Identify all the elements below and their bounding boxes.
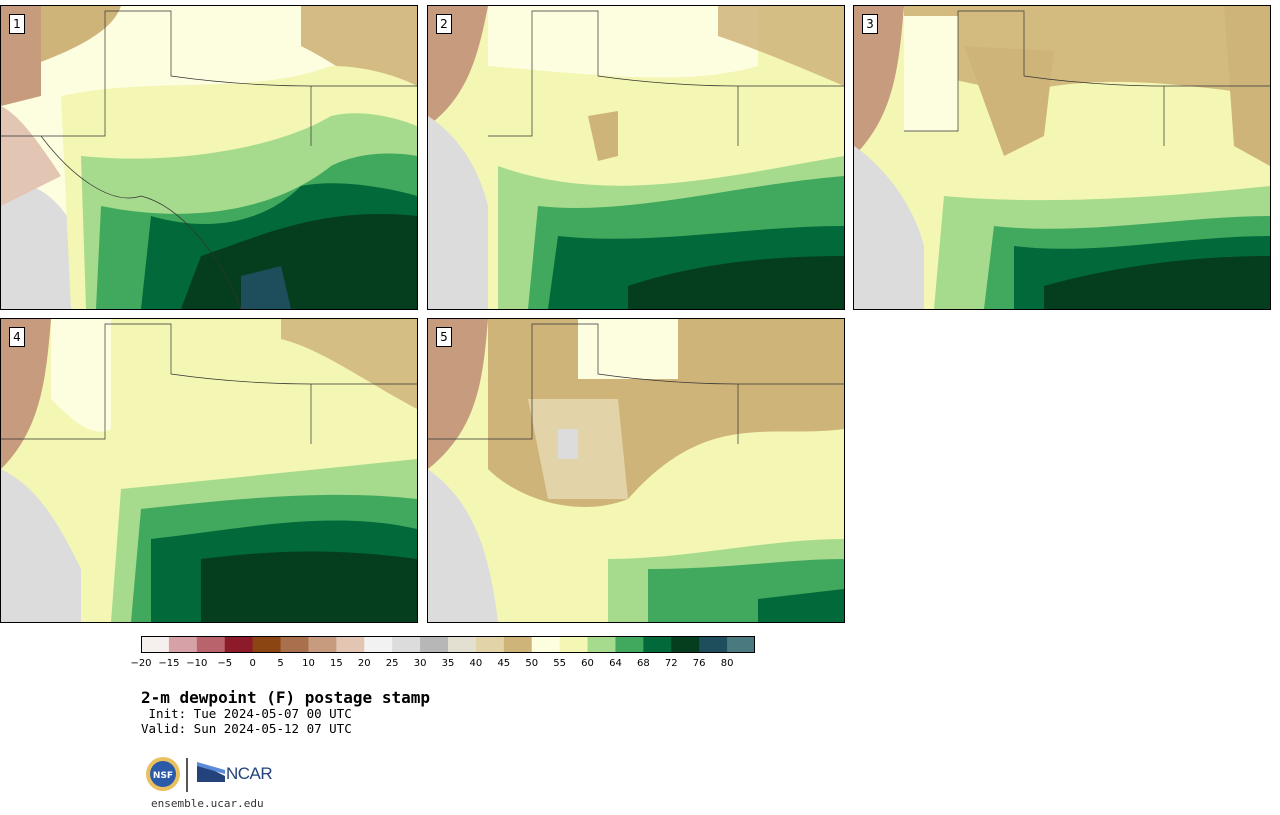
map-image [1,6,417,309]
colorbar-swatch [615,636,644,653]
nsf-logo-text: NSF [153,771,173,781]
panel-label: 5 [436,327,452,347]
colorbar-tick-label: 15 [329,658,343,669]
map-image [428,6,844,309]
panel-label: 4 [9,327,25,347]
map-image [428,319,844,622]
map-panel-4: 4 [0,318,418,623]
init-time: Init: Tue 2024-05-07 00 UTC [141,706,352,721]
map-panel-1: 1 [0,5,418,310]
colorbar [141,636,755,653]
colorbar-tick-label: 68 [636,658,650,669]
panel-label: 2 [436,14,452,34]
colorbar-tick-label: −15 [158,658,180,669]
colorbar-swatch [280,636,309,653]
colorbar-tick-label: 72 [664,658,678,669]
colorbar-swatch [252,636,282,653]
colorbar-tick-label: −10 [186,658,208,669]
map-image [854,6,1270,309]
colorbar-swatch [336,636,365,653]
ncar-logo-icon [197,762,225,782]
map-panel-2: 2 [427,5,845,310]
ncar-logo-text: NCAR [226,764,273,783]
colorbar-swatch [531,636,561,653]
colorbar-labels: −20 −15 −10 −5 0 5 10 15 20 25 30 35 40 45 50 55 60 64 68 7… [130,658,755,672]
colorbar-swatch [224,636,254,653]
colorbar-tick-label: 0 [249,658,256,669]
colorbar-swatch [364,636,393,653]
colorbar-swatch [503,636,533,653]
colorbar-tick-label: 45 [497,658,511,669]
colorbar-tick-label: −5 [217,658,233,669]
colorbar-swatch [420,636,449,653]
map-panel-5: 5 [427,318,845,623]
colorbar-tick-label: 5 [277,658,284,669]
colorbar-tick-label: 35 [441,658,455,669]
colorbar-tick-label: 25 [385,658,399,669]
colorbar-tick-label: 20 [357,658,371,669]
website-url: ensemble.ucar.edu [151,797,264,810]
colorbar-swatch [392,636,421,653]
colorbar-swatch [196,636,226,653]
colorbar-tick-label: 55 [553,658,566,669]
map-image [1,319,417,622]
colorbar-swatch [141,636,170,653]
colorbar-swatch [475,636,505,653]
colorbar-swatch [671,636,700,653]
valid-time: Valid: Sun 2024-05-12 07 UTC [141,721,352,736]
colorbar-swatch [559,636,589,653]
colorbar-swatch [587,636,616,653]
colorbar-tick-label: 80 [720,658,734,669]
chart-title: 2-m dewpoint (F) postage stamp [141,688,430,707]
logo-divider [186,758,188,792]
colorbar-tick-label: 40 [469,658,483,669]
colorbar-tick-label: 64 [609,658,622,669]
colorbar-tick-label: 60 [581,658,594,669]
colorbar-swatch [643,636,672,653]
panel-label: 1 [9,14,25,34]
colorbar-swatch [448,636,477,653]
colorbar-swatch [727,636,755,653]
colorbar-tick-label: 30 [413,658,427,669]
nsf-logo: NSF [146,757,180,791]
panel-label: 3 [862,14,878,34]
colorbar-swatch [308,636,337,653]
colorbar-tick-label: 76 [692,658,706,669]
colorbar-tick-label: −20 [130,658,152,669]
colorbar-tick-label: 50 [525,658,539,669]
colorbar-swatch [168,636,198,653]
colorbar-border [141,636,755,653]
colorbar-swatch [699,636,728,653]
colorbar-tick-label: 10 [302,658,315,669]
map-panel-3: 3 [853,5,1271,310]
